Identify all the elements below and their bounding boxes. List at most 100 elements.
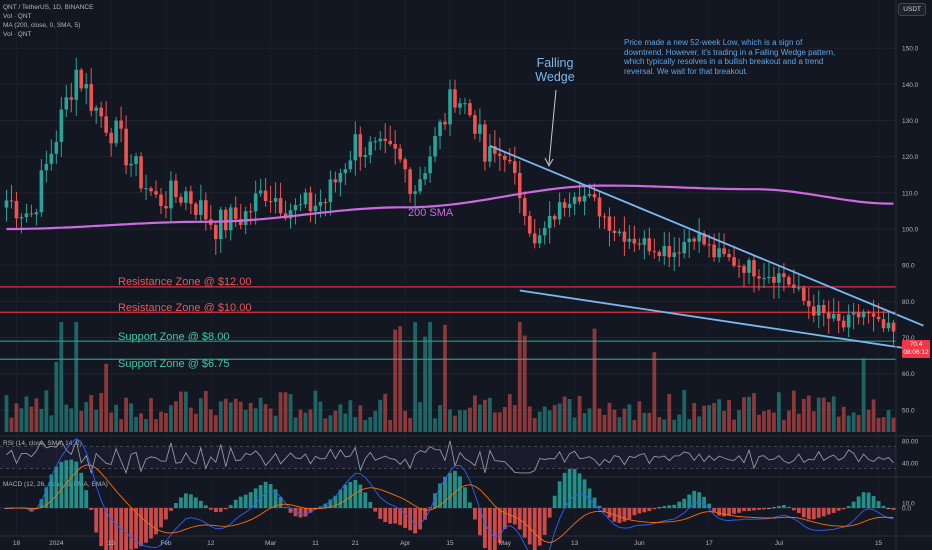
candle[interactable] <box>433 127 437 163</box>
candle[interactable] <box>218 206 223 253</box>
candle[interactable] <box>802 285 806 306</box>
candle[interactable] <box>204 192 208 231</box>
candle[interactable] <box>498 137 502 171</box>
candle[interactable] <box>811 294 816 323</box>
candle[interactable] <box>557 192 562 225</box>
candle[interactable] <box>547 201 552 244</box>
candle[interactable] <box>448 79 452 137</box>
candle[interactable] <box>358 126 363 171</box>
candle[interactable] <box>169 171 173 222</box>
candle[interactable] <box>512 146 517 185</box>
candle[interactable] <box>657 249 662 262</box>
candle[interactable] <box>353 121 358 176</box>
candle[interactable] <box>602 212 607 229</box>
candle[interactable] <box>39 159 44 217</box>
price-axis[interactable]: 150.0 140.0 130.0 120.0 110.0 100.0 90.0 80.0 70… <box>902 46 919 513</box>
time-axis[interactable]: 18 2024 15 Feb 12 Mar 11 21 Apr 15 May 13 Jun 17 Jul 15 <box>13 540 883 547</box>
candle[interactable] <box>767 262 771 284</box>
candle[interactable] <box>29 204 34 218</box>
candle[interactable] <box>821 299 826 327</box>
candle[interactable] <box>622 216 627 257</box>
candle[interactable] <box>607 207 612 247</box>
candle[interactable] <box>572 192 577 216</box>
candle[interactable] <box>213 220 218 255</box>
candle[interactable] <box>577 181 582 205</box>
candle[interactable] <box>737 259 741 278</box>
candle[interactable] <box>403 157 407 183</box>
candle[interactable] <box>154 180 158 199</box>
candle[interactable] <box>627 225 632 250</box>
candle[interactable] <box>418 166 422 195</box>
candle[interactable] <box>647 227 652 256</box>
candle[interactable] <box>268 185 273 213</box>
candle[interactable] <box>562 198 567 217</box>
candle[interactable] <box>672 237 677 272</box>
candle[interactable] <box>567 192 572 218</box>
candle[interactable] <box>298 194 303 212</box>
candle[interactable] <box>493 130 497 163</box>
candle[interactable] <box>303 188 308 209</box>
candle[interactable] <box>139 152 143 193</box>
candle[interactable] <box>742 263 746 288</box>
candle[interactable] <box>59 96 64 157</box>
candle[interactable] <box>841 315 846 332</box>
candle[interactable] <box>503 152 507 172</box>
candle[interactable] <box>836 301 841 334</box>
candle[interactable] <box>14 191 19 230</box>
candle[interactable] <box>891 319 896 346</box>
candle[interactable] <box>527 210 532 237</box>
candle[interactable] <box>826 300 831 334</box>
candle[interactable] <box>438 119 442 150</box>
candle[interactable] <box>408 167 412 203</box>
candle[interactable] <box>84 73 89 105</box>
candle[interactable] <box>278 182 283 218</box>
candle[interactable] <box>483 120 487 171</box>
candle[interactable] <box>632 225 637 252</box>
candle[interactable] <box>119 106 123 143</box>
candle[interactable] <box>463 97 467 115</box>
candle[interactable] <box>856 303 861 325</box>
candle[interactable] <box>488 134 492 168</box>
candle[interactable] <box>537 228 542 248</box>
candle[interactable] <box>174 173 178 204</box>
candle[interactable] <box>129 154 133 177</box>
candle[interactable] <box>199 184 203 222</box>
candle[interactable] <box>752 255 756 293</box>
candle[interactable] <box>368 136 373 164</box>
candle[interactable] <box>762 263 766 288</box>
candle[interactable] <box>293 198 298 225</box>
candle[interactable] <box>398 144 402 163</box>
candle[interactable] <box>263 178 268 207</box>
candle[interactable] <box>851 302 856 330</box>
candle[interactable] <box>667 232 672 268</box>
candle[interactable] <box>478 108 482 143</box>
candle[interactable] <box>428 145 432 183</box>
candle[interactable] <box>692 236 696 250</box>
candle[interactable] <box>597 191 602 229</box>
candle[interactable] <box>189 185 193 215</box>
candle[interactable] <box>517 160 522 214</box>
candle[interactable] <box>333 171 338 193</box>
candle[interactable] <box>702 230 706 247</box>
candle[interactable] <box>223 206 228 239</box>
candle[interactable] <box>253 180 258 225</box>
candle[interactable] <box>149 186 153 196</box>
candle[interactable] <box>582 184 587 216</box>
candle[interactable] <box>54 130 59 164</box>
candle[interactable] <box>727 249 731 262</box>
candle[interactable] <box>49 139 54 171</box>
candle[interactable] <box>94 104 98 124</box>
candle[interactable] <box>348 150 353 173</box>
candle[interactable] <box>74 57 79 116</box>
candle[interactable] <box>413 185 417 210</box>
candle[interactable] <box>144 174 148 200</box>
candle[interactable] <box>792 269 796 294</box>
candle[interactable] <box>443 112 447 130</box>
candle[interactable] <box>9 184 14 209</box>
candle[interactable] <box>722 233 726 257</box>
candle[interactable] <box>4 189 9 222</box>
currency-button[interactable]: USDT <box>898 3 926 16</box>
candle[interactable] <box>343 163 348 186</box>
candle[interactable] <box>697 218 701 253</box>
candle[interactable] <box>124 115 128 174</box>
